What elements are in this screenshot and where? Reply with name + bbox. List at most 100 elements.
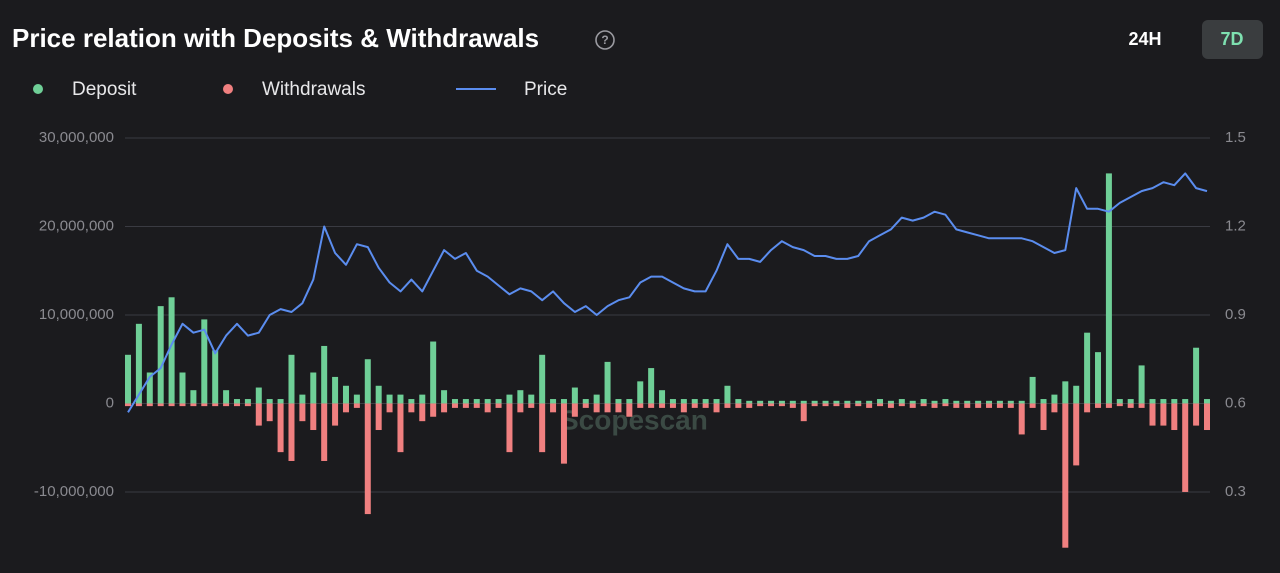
- bar: [735, 399, 742, 404]
- bar: [528, 403, 535, 408]
- y-tick-label: 10,000,000: [39, 306, 114, 323]
- bar: [615, 403, 622, 413]
- bar: [1105, 173, 1112, 404]
- range-24h[interactable]: 24H: [1128, 29, 1161, 49]
- bar: [942, 403, 949, 407]
- bar: [702, 399, 709, 404]
- bar: [125, 403, 131, 407]
- bar: [1018, 403, 1025, 435]
- bar: [778, 400, 785, 404]
- bar: [550, 403, 557, 413]
- bar: [244, 399, 251, 404]
- bar: [342, 385, 349, 404]
- price-line: [127, 172, 1208, 413]
- bar: [244, 403, 251, 407]
- bar: [212, 350, 219, 404]
- bar: [975, 400, 982, 404]
- bar: [332, 376, 339, 404]
- bar: [1127, 403, 1134, 408]
- y-tick-label: 0: [106, 394, 114, 411]
- bar: [844, 400, 851, 404]
- bar: [419, 403, 426, 422]
- button-bg[interactable]: [1202, 20, 1263, 59]
- bar: [1007, 403, 1014, 408]
- bar: [1193, 403, 1200, 426]
- bar: [615, 399, 622, 404]
- bar: [996, 403, 1003, 408]
- legend-label: Deposit: [72, 79, 137, 100]
- bar: [1040, 399, 1047, 404]
- chart-title: Price relation with Deposits & Withdrawa…: [12, 23, 539, 53]
- bar: [190, 390, 197, 404]
- bar: [539, 403, 546, 453]
- bar: [125, 354, 131, 404]
- bar: [495, 399, 502, 404]
- bar: [1149, 399, 1156, 404]
- bar: [986, 403, 993, 408]
- bar: [724, 385, 731, 404]
- bar: [866, 403, 873, 408]
- bar: [1160, 403, 1167, 426]
- bar: [768, 403, 775, 407]
- bar: [299, 403, 306, 422]
- bar: [1073, 403, 1080, 466]
- bar: [942, 399, 949, 404]
- bar: [909, 403, 916, 408]
- bar: [669, 403, 676, 408]
- bar: [757, 403, 764, 407]
- bar: [255, 387, 262, 404]
- bar: [680, 403, 687, 413]
- bar: [266, 403, 273, 422]
- bar: [757, 400, 764, 404]
- bar: [441, 390, 448, 404]
- bar: [1007, 400, 1014, 404]
- bar: [593, 394, 600, 404]
- bar: [1138, 403, 1145, 408]
- bar: [364, 403, 371, 515]
- bar: [1062, 381, 1069, 404]
- bar: [1127, 399, 1134, 404]
- bar: [517, 403, 524, 413]
- bar: [451, 403, 458, 408]
- bar: [473, 399, 480, 404]
- button-label[interactable]: 7D: [1220, 29, 1243, 49]
- bar: [789, 403, 796, 408]
- bar: [386, 403, 393, 413]
- bar: [146, 372, 153, 404]
- bar: [473, 403, 480, 408]
- button-label[interactable]: 24H: [1128, 29, 1161, 49]
- bar: [691, 399, 698, 404]
- y2-tick-label: 0.6: [1225, 394, 1246, 411]
- bar: [593, 403, 600, 413]
- bar: [877, 403, 884, 407]
- bar: [353, 403, 360, 408]
- bar: [582, 399, 589, 404]
- bar: [1018, 400, 1025, 404]
- bar: [157, 403, 164, 407]
- bar: [964, 403, 971, 408]
- bar: [1051, 403, 1058, 413]
- bar: [321, 403, 328, 461]
- bar: [430, 403, 437, 417]
- bar: [419, 394, 426, 404]
- range-7d[interactable]: 7D: [1202, 20, 1263, 59]
- bar: [233, 399, 240, 404]
- bar: [833, 403, 840, 407]
- bar: [190, 403, 197, 407]
- bar: [702, 403, 709, 408]
- bar: [277, 399, 284, 404]
- bar: [408, 399, 415, 404]
- bar: [135, 403, 142, 407]
- help-icon[interactable]: ?: [595, 30, 615, 50]
- bar: [560, 399, 567, 404]
- bar: [1193, 347, 1200, 404]
- bar: [1105, 403, 1112, 408]
- bar: [277, 403, 284, 453]
- bar: [1171, 403, 1178, 431]
- y-tick-label: 20,000,000: [39, 217, 114, 234]
- bar: [1149, 403, 1156, 426]
- bar: [1171, 399, 1178, 404]
- bar: [223, 390, 230, 404]
